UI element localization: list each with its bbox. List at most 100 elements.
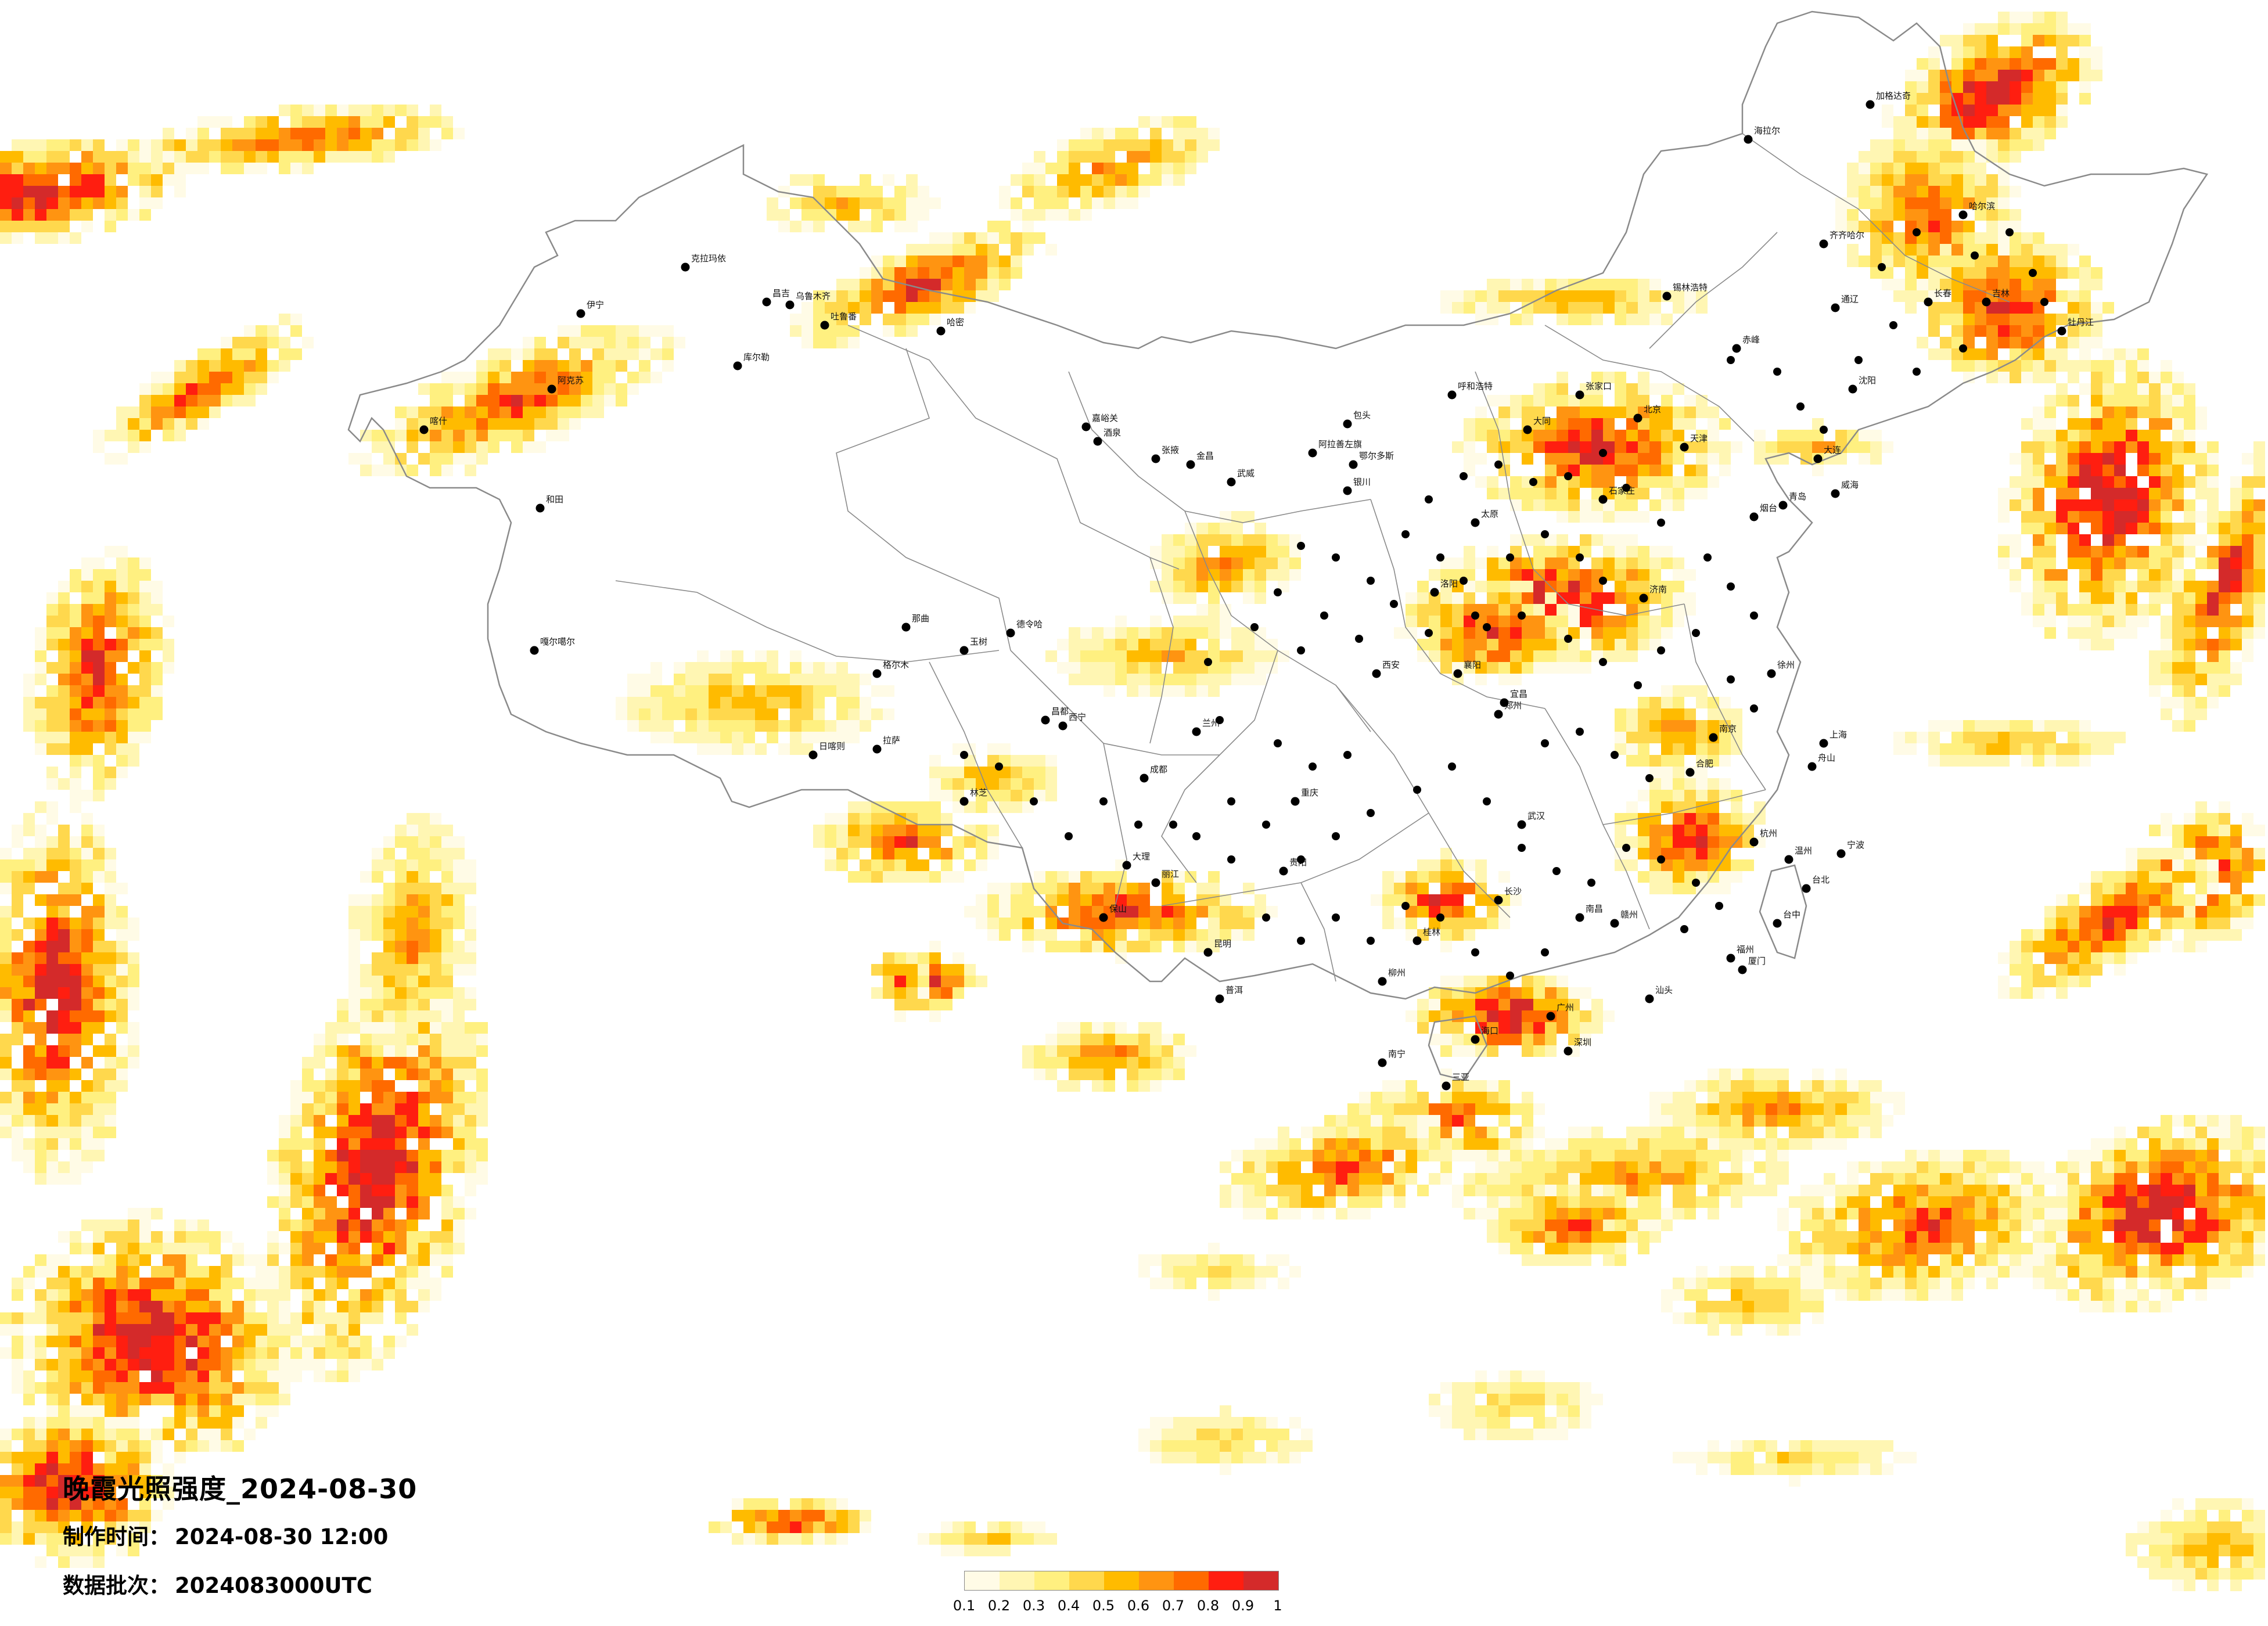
heat-cell [1928, 221, 1940, 232]
heat-cell [2161, 557, 2172, 569]
heat-cell [232, 1312, 244, 1324]
heat-cell [1638, 569, 1649, 581]
heat-cell [1998, 46, 2010, 58]
heat-cell [2114, 360, 2126, 372]
heat-cell [139, 1312, 151, 1324]
heat-cell [1975, 267, 1986, 279]
heat-cell [1963, 1161, 1975, 1173]
heat-cell [1719, 720, 1731, 732]
heat-cell [81, 163, 93, 174]
heat-cell [46, 813, 58, 825]
heat-cell [128, 662, 139, 674]
heat-cell [1498, 871, 1510, 883]
heat-cell [2126, 1278, 2137, 1289]
heat-cell [1696, 871, 1708, 883]
heat-cell [128, 430, 139, 441]
heat-cell [395, 1312, 407, 1324]
heat-cell [2021, 964, 2033, 976]
heat-cell [836, 290, 848, 302]
heat-cell [2137, 499, 2149, 511]
heat-cell [2219, 1173, 2230, 1185]
heat-cell [1429, 639, 1440, 650]
heat-cell [2184, 499, 2195, 511]
heat-cell [1382, 918, 1394, 929]
heat-cell [2079, 499, 2091, 511]
heat-cell [81, 1220, 93, 1231]
heat-cell [2091, 1254, 2102, 1266]
heat-cell [116, 1266, 128, 1278]
heat-cell [883, 325, 894, 337]
heat-cell [325, 1347, 337, 1359]
heat-cell [2172, 650, 2184, 662]
heat-cell [1998, 325, 2010, 337]
heat-cell [256, 1266, 267, 1278]
heat-cell [151, 395, 163, 406]
heat-cell [70, 1161, 81, 1173]
heat-cell [1986, 174, 1998, 186]
heat-cell [2161, 929, 2172, 941]
heat-cell [128, 1463, 139, 1475]
heat-cell [2068, 894, 2079, 906]
heat-cell [395, 1138, 407, 1150]
heat-cell [1975, 209, 1986, 221]
heat-cell [929, 256, 941, 267]
heat-cell [441, 836, 453, 848]
heat-cell [163, 1429, 174, 1440]
heat-cell [70, 662, 81, 674]
heat-cell [407, 139, 418, 151]
heat-cell [221, 1324, 232, 1336]
heat-cell [35, 743, 46, 755]
heat-cell [2137, 1231, 2149, 1243]
heat-cell [163, 616, 174, 627]
heat-cell [383, 952, 395, 964]
heat-cell [1429, 918, 1440, 929]
heat-cell [2126, 627, 2137, 639]
heat-cell [453, 859, 465, 871]
heat-cell [267, 1370, 279, 1382]
heat-cell [1545, 1022, 1557, 1034]
heat-cell [1138, 116, 1150, 128]
heat-cell [1615, 511, 1626, 523]
heat-cell [93, 186, 105, 197]
heat-cell [163, 163, 174, 174]
heat-cell [1533, 406, 1545, 418]
heat-cell [1940, 35, 1951, 46]
heat-cell [1220, 581, 1231, 592]
heat-cell [2010, 139, 2021, 151]
heat-cell [2172, 581, 2184, 592]
heat-cell [93, 1347, 105, 1359]
heat-cell [12, 1312, 23, 1324]
heat-cell [2195, 1115, 2207, 1127]
heat-cell [1557, 650, 1568, 662]
heat-cell [1893, 1254, 1905, 1266]
heat-cell [430, 1185, 441, 1196]
heat-cell [221, 1405, 232, 1417]
heat-cell [2184, 616, 2195, 627]
heat-cell [174, 1452, 186, 1463]
heat-cell [2021, 256, 2033, 267]
heat-cell [81, 639, 93, 650]
heat-cell [46, 1370, 58, 1382]
heat-cell [2010, 546, 2021, 557]
heat-cell [511, 406, 523, 418]
heat-cell [337, 1336, 348, 1347]
heat-cell [2079, 35, 2091, 46]
heat-cell [2184, 546, 2195, 557]
heat-cell [2033, 23, 2044, 35]
heat-cell [70, 581, 81, 592]
heat-cell [116, 1022, 128, 1034]
heat-cell [2068, 1208, 2079, 1220]
heat-cell [2242, 523, 2253, 534]
heat-cell [1731, 708, 1742, 720]
heat-cell [1185, 592, 1196, 604]
heat-cell [2044, 128, 2056, 139]
heat-cell [2253, 848, 2265, 859]
heat-cell [70, 1498, 81, 1510]
heat-cell [23, 1440, 35, 1452]
heat-cell [81, 209, 93, 221]
heat-cell [1975, 1254, 1986, 1266]
heat-cell [2056, 511, 2068, 523]
heat-cell [58, 1103, 70, 1115]
heat-cell [1893, 1231, 1905, 1243]
heat-cell [1069, 871, 1080, 883]
